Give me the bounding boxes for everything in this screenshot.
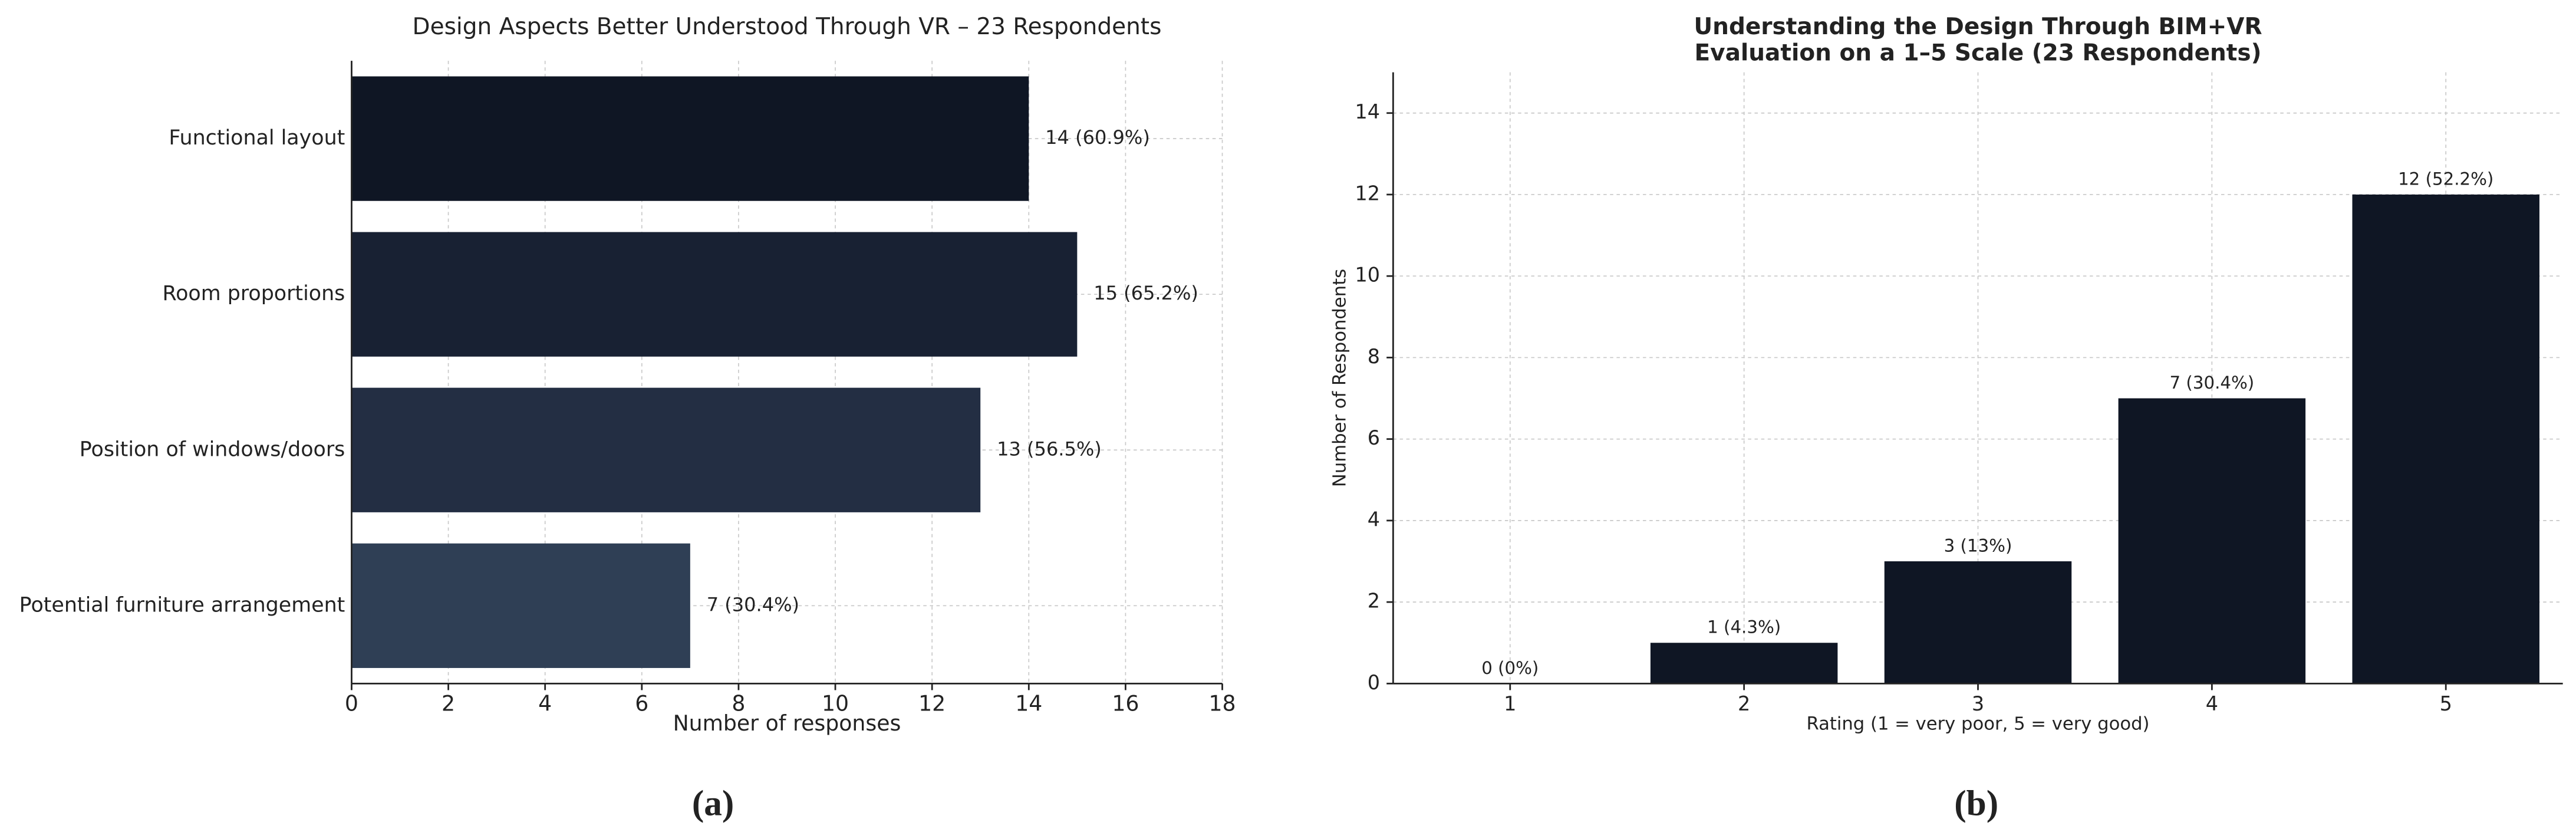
y-tick-label: Room proportions — [162, 282, 345, 305]
x-tick-label: 8 — [732, 691, 745, 716]
y-tick-label: 6 — [1368, 426, 1380, 449]
x-tick-label: 10 — [822, 691, 849, 716]
x-tick-label: 2 — [1738, 692, 1750, 715]
x-tick-label: 4 — [2206, 692, 2218, 715]
caption: (a) — [692, 783, 734, 823]
y-tick-label: 0 — [1368, 671, 1380, 694]
bar — [351, 543, 690, 668]
y-tick-label: Functional layout — [169, 126, 345, 150]
x-tick-label: 4 — [538, 691, 552, 716]
y-tick-label: 4 — [1368, 508, 1380, 531]
x-tick-label: 3 — [1972, 692, 1984, 715]
chart-subtitle: Evaluation on a 1–5 Scale (23 Respondent… — [1695, 40, 2262, 66]
value-label: 7 (30.4%) — [707, 593, 799, 616]
bar — [351, 387, 981, 512]
y-tick-label: 8 — [1368, 345, 1380, 368]
x-tick-label: 16 — [1112, 691, 1139, 716]
y-tick-label: 14 — [1355, 100, 1381, 123]
value-label: 7 (30.4%) — [2170, 373, 2255, 393]
bar — [2352, 194, 2539, 684]
y-tick-label: Potential furniture arrangement — [19, 593, 345, 617]
y-tick-label: 12 — [1355, 182, 1381, 205]
value-label: 13 (56.5%) — [997, 437, 1102, 460]
bar — [351, 76, 1029, 201]
y-axis-label: Number of Respondents — [1330, 269, 1350, 487]
bar — [351, 232, 1078, 357]
x-tick-label: 6 — [635, 691, 648, 716]
value-label: 14 (60.9%) — [1045, 126, 1150, 149]
value-label: 0 (0%) — [1481, 658, 1539, 678]
bar — [1884, 561, 2072, 684]
x-axis-label: Rating (1 = very poor, 5 = very good) — [1806, 714, 2149, 735]
bar — [2118, 398, 2306, 684]
bar — [1650, 643, 1838, 684]
x-tick-label: 14 — [1015, 691, 1042, 716]
value-label: 12 (52.2%) — [2398, 169, 2493, 189]
y-tick-label: Position of windows/doors — [80, 437, 345, 461]
x-axis-label: Number of responses — [673, 710, 901, 736]
x-tick-label: 12 — [918, 691, 946, 716]
value-label: 15 (65.2%) — [1093, 282, 1198, 304]
value-label: 3 (13%) — [1944, 535, 2012, 555]
value-label: 1 (4.3%) — [1707, 617, 1781, 637]
x-tick-label: 18 — [1208, 691, 1236, 716]
caption: (b) — [1954, 783, 1998, 823]
x-tick-label: 2 — [442, 691, 455, 716]
chart-title: Understanding the Design Through BIM+VR — [1694, 14, 2262, 40]
chart-title: Design Aspects Better Understood Through… — [413, 14, 1162, 40]
x-tick-label: 0 — [345, 691, 358, 716]
x-tick-label: 5 — [2440, 692, 2452, 715]
y-tick-label: 2 — [1368, 590, 1380, 613]
y-tick-label: 10 — [1355, 264, 1381, 287]
x-tick-label: 1 — [1504, 692, 1516, 715]
